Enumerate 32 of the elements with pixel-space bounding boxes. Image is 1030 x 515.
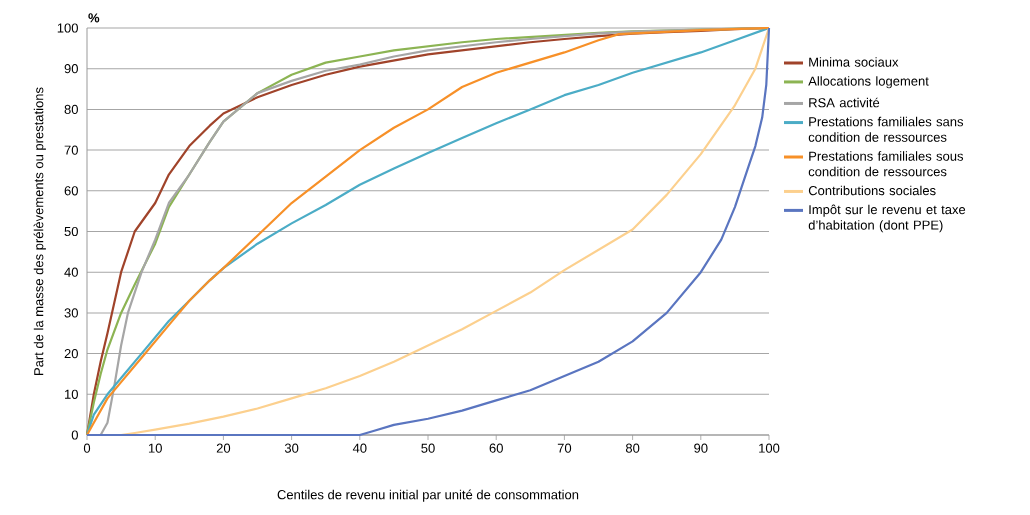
x-tick-label: 70 — [557, 443, 572, 453]
x-tick-label: 10 — [148, 443, 162, 453]
legend-label: Contributions sociales — [808, 185, 936, 196]
y-tick-label: 20 — [64, 348, 78, 359]
y-tick-label: 0 — [71, 430, 78, 440]
x-tick-label: 100 — [759, 443, 780, 453]
y-tick-label: 80 — [64, 104, 78, 114]
legend-label: Minima sociaux — [809, 57, 899, 67]
y-tick-label: 10 — [65, 389, 78, 399]
x-tick-label: 50 — [421, 443, 435, 453]
y-tick-label: 70 — [64, 145, 78, 155]
y-tick-label: 90 — [64, 64, 78, 74]
x-axis-title: Centiles de revenu initial par unité de consommation — [277, 489, 579, 502]
legend-label: Prestations familiales sous condition de ressources — [808, 151, 964, 177]
x-tick-label: 30 — [284, 443, 299, 453]
x-tick-label: 80 — [625, 443, 640, 453]
y-tick-label: 50 — [64, 226, 78, 237]
y-tick-label: 40 — [64, 267, 78, 277]
x-tick-label: 60 — [489, 443, 503, 453]
legend-label: Allocations logement — [808, 76, 929, 89]
legend-label: Impôt sur le revenu et taxe d’habitation (dont PPE) — [808, 204, 966, 233]
y-tick-label: 60 — [64, 186, 78, 196]
y-axis-title: Part de la masse des prélèvements ou prestations — [33, 87, 46, 375]
y-tick-label: 30 — [64, 308, 78, 318]
x-tick-label: 40 — [352, 443, 367, 453]
x-tick-label: 90 — [694, 443, 708, 453]
text: % — [88, 13, 100, 23]
legend-label: RSA activité — [809, 97, 880, 108]
x-tick-label: 20 — [216, 443, 231, 453]
x-tick-label: 0 — [83, 443, 91, 453]
legend-label: Prestations familiales sans condition de ressources — [808, 116, 964, 142]
y-tick-label: 100 — [57, 23, 78, 33]
